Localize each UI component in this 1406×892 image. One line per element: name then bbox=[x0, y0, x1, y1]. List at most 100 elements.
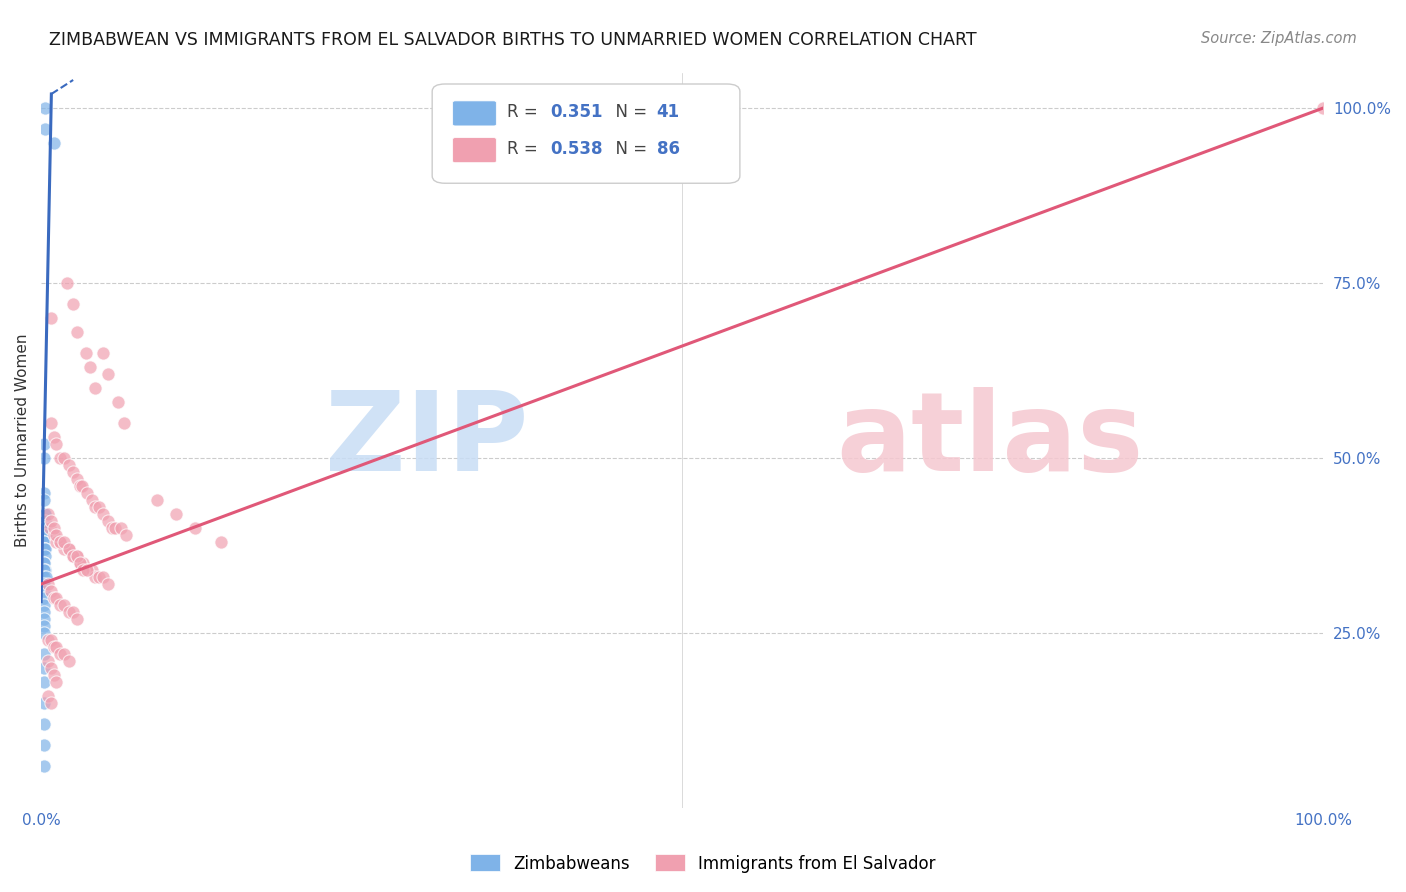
Point bbox=[41, 311, 63, 326]
Point bbox=[209, 535, 232, 549]
Point bbox=[49, 535, 72, 549]
Point bbox=[53, 450, 76, 465]
Point bbox=[45, 675, 67, 690]
Point bbox=[62, 465, 84, 479]
Y-axis label: Births to Unmarried Women: Births to Unmarried Women bbox=[15, 334, 30, 548]
Point bbox=[49, 647, 72, 661]
Point bbox=[69, 479, 91, 493]
FancyBboxPatch shape bbox=[453, 101, 496, 126]
Point bbox=[42, 668, 65, 682]
Point bbox=[34, 101, 56, 115]
Point bbox=[76, 486, 98, 500]
Point bbox=[58, 542, 80, 557]
Point bbox=[66, 612, 89, 626]
Point bbox=[53, 542, 76, 557]
Point bbox=[97, 514, 120, 528]
Point bbox=[75, 346, 97, 360]
Point bbox=[32, 437, 55, 451]
Point bbox=[76, 563, 98, 577]
Point bbox=[32, 647, 55, 661]
Point bbox=[32, 626, 55, 640]
Point bbox=[69, 556, 91, 570]
Point bbox=[100, 521, 122, 535]
Point bbox=[32, 493, 55, 508]
Point bbox=[34, 514, 56, 528]
Point bbox=[32, 598, 55, 612]
Point bbox=[32, 584, 55, 599]
Point bbox=[32, 528, 55, 542]
Point bbox=[58, 458, 80, 472]
Point bbox=[165, 507, 187, 521]
Text: ZIMBABWEAN VS IMMIGRANTS FROM EL SALVADOR BIRTHS TO UNMARRIED WOMEN CORRELATION : ZIMBABWEAN VS IMMIGRANTS FROM EL SALVADO… bbox=[49, 31, 977, 49]
Point bbox=[42, 640, 65, 654]
Point bbox=[62, 297, 84, 311]
Text: N =: N = bbox=[605, 103, 652, 121]
Point bbox=[32, 661, 55, 675]
Point bbox=[32, 619, 55, 633]
Point bbox=[58, 542, 80, 557]
Point bbox=[110, 521, 132, 535]
Point bbox=[107, 395, 129, 409]
Point bbox=[32, 570, 55, 584]
Text: 86: 86 bbox=[657, 140, 679, 158]
Point bbox=[45, 437, 67, 451]
Text: N =: N = bbox=[605, 140, 652, 158]
Point bbox=[97, 577, 120, 591]
Point bbox=[76, 563, 98, 577]
Point bbox=[53, 535, 76, 549]
Point bbox=[32, 486, 55, 500]
Point bbox=[49, 450, 72, 465]
Point bbox=[53, 598, 76, 612]
Point bbox=[49, 598, 72, 612]
Point bbox=[37, 654, 59, 668]
Text: R =: R = bbox=[506, 140, 543, 158]
Point bbox=[32, 675, 55, 690]
Point bbox=[34, 542, 56, 557]
Text: 0.538: 0.538 bbox=[550, 140, 603, 158]
Point bbox=[62, 549, 84, 563]
Point bbox=[37, 689, 59, 703]
Point bbox=[42, 591, 65, 605]
Point bbox=[91, 507, 114, 521]
Point bbox=[91, 346, 114, 360]
Point bbox=[70, 479, 93, 493]
Point bbox=[87, 500, 110, 514]
Text: R =: R = bbox=[506, 103, 543, 121]
Point bbox=[1312, 101, 1334, 115]
Point bbox=[42, 136, 65, 150]
FancyBboxPatch shape bbox=[432, 84, 740, 183]
Point bbox=[82, 563, 104, 577]
Point bbox=[62, 605, 84, 619]
Point bbox=[37, 633, 59, 648]
Point bbox=[41, 696, 63, 710]
Point bbox=[32, 556, 55, 570]
Point bbox=[82, 493, 104, 508]
Legend: Zimbabweans, Immigrants from El Salvador: Zimbabweans, Immigrants from El Salvador bbox=[464, 847, 942, 880]
Point bbox=[66, 549, 89, 563]
Point bbox=[104, 521, 127, 535]
Point bbox=[84, 500, 107, 514]
Point bbox=[39, 521, 62, 535]
Point bbox=[42, 528, 65, 542]
Point bbox=[62, 549, 84, 563]
Point bbox=[145, 493, 167, 508]
Point bbox=[34, 542, 56, 557]
Point bbox=[66, 549, 89, 563]
Point bbox=[58, 605, 80, 619]
Point bbox=[32, 577, 55, 591]
Point bbox=[42, 521, 65, 535]
Point bbox=[45, 535, 67, 549]
Point bbox=[32, 563, 55, 577]
Point bbox=[32, 738, 55, 752]
Point bbox=[32, 535, 55, 549]
Point bbox=[184, 521, 207, 535]
Text: atlas: atlas bbox=[837, 387, 1143, 494]
Point bbox=[34, 507, 56, 521]
Text: ZIP: ZIP bbox=[325, 387, 529, 494]
Point bbox=[84, 381, 107, 395]
FancyBboxPatch shape bbox=[453, 137, 496, 162]
Text: 41: 41 bbox=[657, 103, 679, 121]
Point bbox=[32, 717, 55, 731]
Point bbox=[37, 507, 59, 521]
Point bbox=[41, 514, 63, 528]
